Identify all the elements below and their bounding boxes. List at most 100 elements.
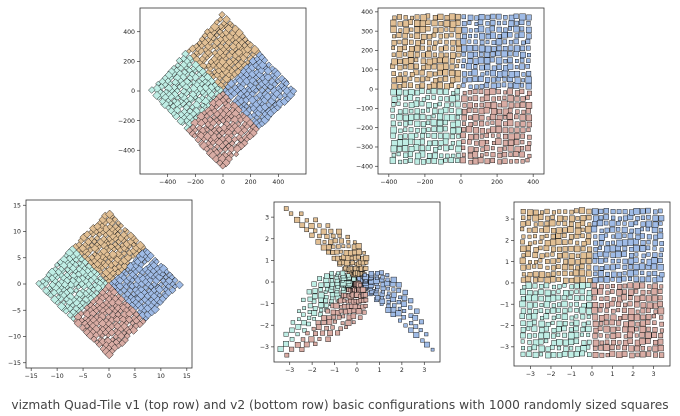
tile-square (325, 287, 330, 292)
tile-square (514, 20, 519, 26)
tile-square (496, 26, 502, 33)
tile-square (443, 45, 449, 51)
tile-square (433, 40, 438, 46)
tile-square (520, 45, 526, 51)
tile-square (633, 220, 639, 226)
tile-square (562, 252, 569, 259)
x-tick-label: 2 (631, 371, 635, 378)
tile-square (289, 337, 295, 342)
tile-square (426, 89, 431, 94)
tile-square (386, 299, 391, 304)
tile-square (426, 102, 432, 108)
tile-square (502, 46, 508, 52)
tile-square (431, 126, 437, 132)
tile-square (425, 95, 431, 100)
tile-square (561, 264, 568, 271)
tile-square (526, 351, 532, 358)
tile-square (389, 157, 396, 164)
tile-square (521, 346, 525, 351)
tile-square (605, 271, 610, 277)
tile-square (622, 209, 628, 215)
tile-square (525, 76, 532, 84)
tile-square (545, 259, 550, 264)
tile-square (204, 126, 211, 133)
tile-square (574, 308, 579, 313)
tile-square (312, 317, 316, 321)
tile-square (456, 153, 461, 158)
tile-square (507, 51, 513, 57)
tile-square (307, 296, 313, 302)
tile-square (402, 45, 407, 51)
tile-square (592, 221, 598, 227)
tile-square (513, 13, 519, 19)
tile-square (550, 344, 555, 350)
tile-square (477, 19, 484, 25)
tile-square (538, 245, 543, 251)
tile-square (479, 134, 484, 139)
tile-square (449, 20, 457, 28)
tile-square (640, 302, 647, 309)
tile-square (587, 352, 592, 357)
tile-square (433, 71, 438, 77)
tile-square (586, 295, 592, 302)
tile-square (507, 88, 514, 95)
tile-square (477, 157, 484, 164)
tile-square (592, 352, 599, 358)
tile-square (218, 11, 226, 19)
tile-square (490, 120, 495, 125)
tile-square (414, 108, 420, 115)
tile-square (111, 216, 119, 223)
tile-square (390, 311, 396, 317)
tile-square (592, 215, 599, 222)
tile-square (586, 339, 592, 345)
tile-square (249, 44, 260, 55)
tile-square (403, 64, 408, 70)
tile-square (238, 136, 245, 143)
tile-square (438, 21, 444, 27)
y-tick-label: 1 (505, 259, 509, 266)
y-tick-label: 0 (131, 88, 135, 95)
tile-square (438, 158, 444, 165)
tile-square (324, 325, 329, 331)
tile-square (449, 64, 455, 70)
tile-square (539, 303, 544, 308)
tile-square (556, 289, 561, 294)
tile-square (472, 151, 479, 158)
tile-square (652, 221, 659, 228)
tile-square (533, 209, 539, 216)
tile-square (659, 315, 664, 320)
tile-square (427, 153, 433, 159)
tile-square (507, 63, 514, 70)
tile-square (391, 39, 397, 46)
tile-square (616, 326, 621, 331)
tile-square (402, 108, 409, 115)
tile-square (455, 13, 461, 20)
tile-square (568, 239, 573, 245)
tile-square (634, 327, 639, 332)
tile-square (403, 323, 408, 328)
tile-square (350, 260, 355, 266)
tile-square (502, 121, 508, 127)
tile-square (611, 240, 616, 245)
tile-square (519, 26, 525, 32)
tile-square (448, 157, 454, 164)
tile-square (532, 271, 539, 278)
tile-square (472, 114, 479, 121)
tile-square (396, 300, 402, 305)
tile-square (297, 309, 301, 313)
tile-square (525, 158, 530, 163)
tile-square (646, 290, 651, 295)
tile-square (414, 32, 421, 40)
tile-square (604, 302, 611, 308)
tile-square (544, 338, 549, 344)
tile-square (580, 233, 585, 239)
tile-square (433, 78, 438, 84)
tile-square (407, 138, 414, 145)
tile-square (486, 116, 491, 121)
tile-square (611, 297, 616, 302)
tile-square (507, 82, 513, 89)
tile-square (550, 352, 557, 358)
tile-square (563, 346, 569, 352)
tile-square (299, 222, 306, 228)
tile-square (586, 208, 592, 215)
